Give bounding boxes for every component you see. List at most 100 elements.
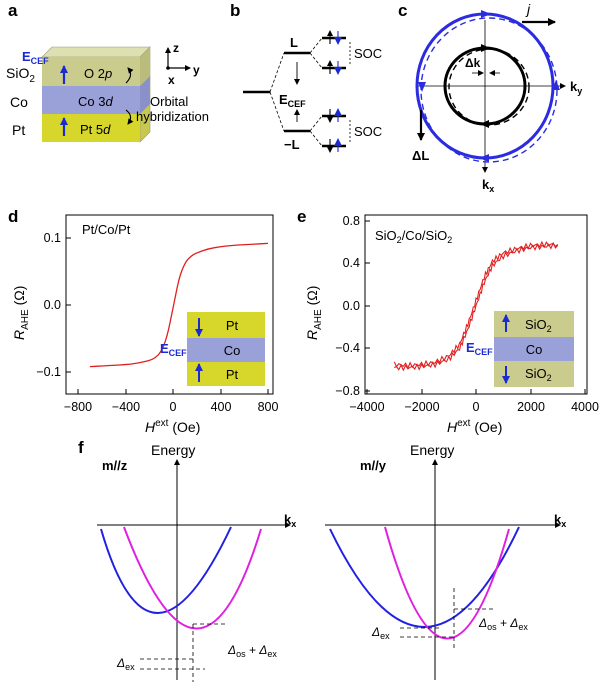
plot-e-note: SiO2/Co/SiO2 bbox=[375, 228, 452, 245]
f-left-energy-label: Energy bbox=[151, 442, 195, 458]
plot-e-xtick-label: 0 bbox=[473, 400, 480, 414]
hybridization-text: hybridization bbox=[136, 109, 209, 124]
panel-c-label: c bbox=[398, 1, 407, 20]
ecef-label-b: ECEF bbox=[279, 92, 306, 109]
plot-d-ylabel: RAHE (Ω) bbox=[11, 286, 31, 340]
current-label-j: j bbox=[525, 1, 531, 17]
soc-dash-1 bbox=[309, 37, 323, 54]
ecef-label-a: ECEF bbox=[22, 49, 49, 66]
axis-x-dot bbox=[166, 66, 170, 70]
plot-e-xtick-label: −2000 bbox=[404, 400, 439, 414]
sio2-side bbox=[140, 47, 150, 86]
hybrid-arrow-top bbox=[125, 67, 134, 84]
plot-d-xtick-label: −400 bbox=[112, 400, 140, 414]
panel-f-label: f bbox=[78, 438, 84, 457]
plot-e-xtick-label: 4000 bbox=[571, 400, 599, 414]
f-left-band-magenta bbox=[123, 526, 262, 630]
panel-a-label: a bbox=[8, 1, 18, 20]
plot-e-ytick-label: −0.8 bbox=[335, 384, 360, 398]
plot-d-curve bbox=[89, 242, 269, 368]
axis-z-label: z bbox=[173, 41, 179, 55]
soc-dash-4 bbox=[309, 130, 323, 147]
plot-d-note: Pt/Co/Pt bbox=[82, 222, 131, 237]
L-plus-label: L bbox=[290, 35, 298, 50]
f-right-kx-label: kx bbox=[554, 512, 566, 529]
inset-d-label-pt-top: Pt bbox=[226, 318, 239, 333]
circle-arrow-5 bbox=[418, 82, 426, 92]
layer-label-pt: Pt bbox=[12, 122, 25, 138]
plot-e-ytick-label: −0.4 bbox=[335, 341, 360, 355]
inset-d-label-co: Co bbox=[224, 343, 241, 358]
layer-label-co: Co bbox=[10, 94, 28, 110]
plot-e-xtick-label: 2000 bbox=[517, 400, 545, 414]
delta-L-label: ΔL bbox=[412, 148, 429, 163]
circle-arrow-6 bbox=[552, 80, 560, 90]
panel-b-label: b bbox=[230, 1, 240, 20]
plot-d-xtick-label: 800 bbox=[258, 400, 279, 414]
co-layer bbox=[42, 86, 140, 114]
f-right-band-magenta bbox=[384, 526, 510, 640]
circle-arrow-2 bbox=[480, 120, 489, 128]
split-dash-down bbox=[269, 91, 285, 132]
panel-d: d Pt/Co/Pt −800 −400 0 400 800 0.1 0.0 −… bbox=[8, 207, 278, 435]
f-right-title: m//y bbox=[360, 458, 387, 473]
f-left-title: m//z bbox=[102, 458, 128, 473]
hybrid-arrow-bottom bbox=[125, 109, 134, 125]
fermi-circle-black-dashed bbox=[448, 48, 530, 126]
delta-k-label: Δk bbox=[465, 56, 481, 70]
inset-e-co bbox=[494, 337, 574, 361]
inset-e-label-sio2-bottom: SiO2 bbox=[525, 366, 552, 383]
plot-d-ytick-label: 0.1 bbox=[44, 231, 61, 245]
circle-arrow-3 bbox=[481, 10, 491, 18]
plot-e-xtick-label: −4000 bbox=[349, 400, 384, 414]
axis-x-label: x bbox=[168, 73, 175, 87]
soc-label-lower: SOC bbox=[354, 124, 382, 139]
plot-d-xtick-label: 0 bbox=[170, 400, 177, 414]
plot-e-curve-down bbox=[393, 240, 559, 370]
stack-top-face bbox=[41, 46, 151, 58]
panel-a: a SiO2 Co Pt ECEF O 2p Co 3d Pt 5d Orbit… bbox=[6, 1, 209, 143]
plot-e-ytick-label: 0.8 bbox=[343, 214, 360, 228]
plot-e-ytick-label: 0.4 bbox=[343, 256, 360, 270]
axis-y-label: y bbox=[193, 63, 200, 77]
f-right-osex-label: Δos + Δex bbox=[478, 616, 528, 632]
f-right-ex-label: Δex bbox=[371, 625, 390, 641]
plot-e-ylabel: RAHE (Ω) bbox=[304, 286, 324, 340]
plot-e-ytick-label: 0.0 bbox=[343, 299, 360, 313]
plot-e-xlabel: Hext (Oe) bbox=[447, 418, 502, 435]
plot-d-inset: Pt Co Pt ECEF bbox=[160, 312, 265, 386]
plot-e-curve-up bbox=[394, 241, 559, 372]
sio2-layer bbox=[42, 57, 140, 86]
plot-d-xtick-label: 400 bbox=[211, 400, 232, 414]
orbital-pt5d: Pt 5d bbox=[80, 122, 111, 137]
f-left-osex-label: Δos + Δex bbox=[227, 643, 277, 659]
pt-layer bbox=[42, 114, 140, 142]
f-right-energy-label: Energy bbox=[410, 442, 454, 458]
panel-e: e SiO2/Co/SiO2 −4000 −2000 0 2000 4000 0… bbox=[297, 207, 599, 435]
panel-c: c j Δk ky kx ΔL bbox=[398, 1, 582, 194]
panel-e-label: e bbox=[297, 207, 306, 226]
plot-d-ytick-label: −0.1 bbox=[36, 365, 61, 379]
plot-d-xtick-label: −800 bbox=[64, 400, 92, 414]
inset-e-label-co: Co bbox=[526, 342, 543, 357]
f-left-band-blue bbox=[100, 526, 232, 614]
soc-label-upper: SOC bbox=[354, 46, 382, 61]
plot-d-ytick-label: 0.0 bbox=[44, 298, 61, 312]
inset-d-label-pt-bottom: Pt bbox=[226, 367, 239, 382]
split-dash-up bbox=[269, 52, 285, 93]
panel-d-label: d bbox=[8, 207, 18, 226]
inset-d-ecef: ECEF bbox=[160, 341, 187, 358]
circle-arrow-1 bbox=[481, 44, 490, 52]
orbital-co3d: Co 3d bbox=[78, 94, 113, 109]
f-left-ex-label: Δex bbox=[116, 656, 135, 672]
circle-arrow-4 bbox=[479, 154, 489, 162]
inset-d-co bbox=[187, 338, 265, 362]
panel-f: f m//z Energy kx Δex Δos + Δex m//y Ener… bbox=[78, 438, 566, 682]
orbital-text: Orbital bbox=[150, 94, 188, 109]
f-left-kx-label: kx bbox=[284, 512, 296, 529]
soc-dash-2 bbox=[309, 52, 323, 69]
f-right-band-blue bbox=[329, 526, 520, 628]
kx-label: kx bbox=[482, 177, 494, 194]
orbital-o2p: O 2p bbox=[84, 66, 112, 81]
